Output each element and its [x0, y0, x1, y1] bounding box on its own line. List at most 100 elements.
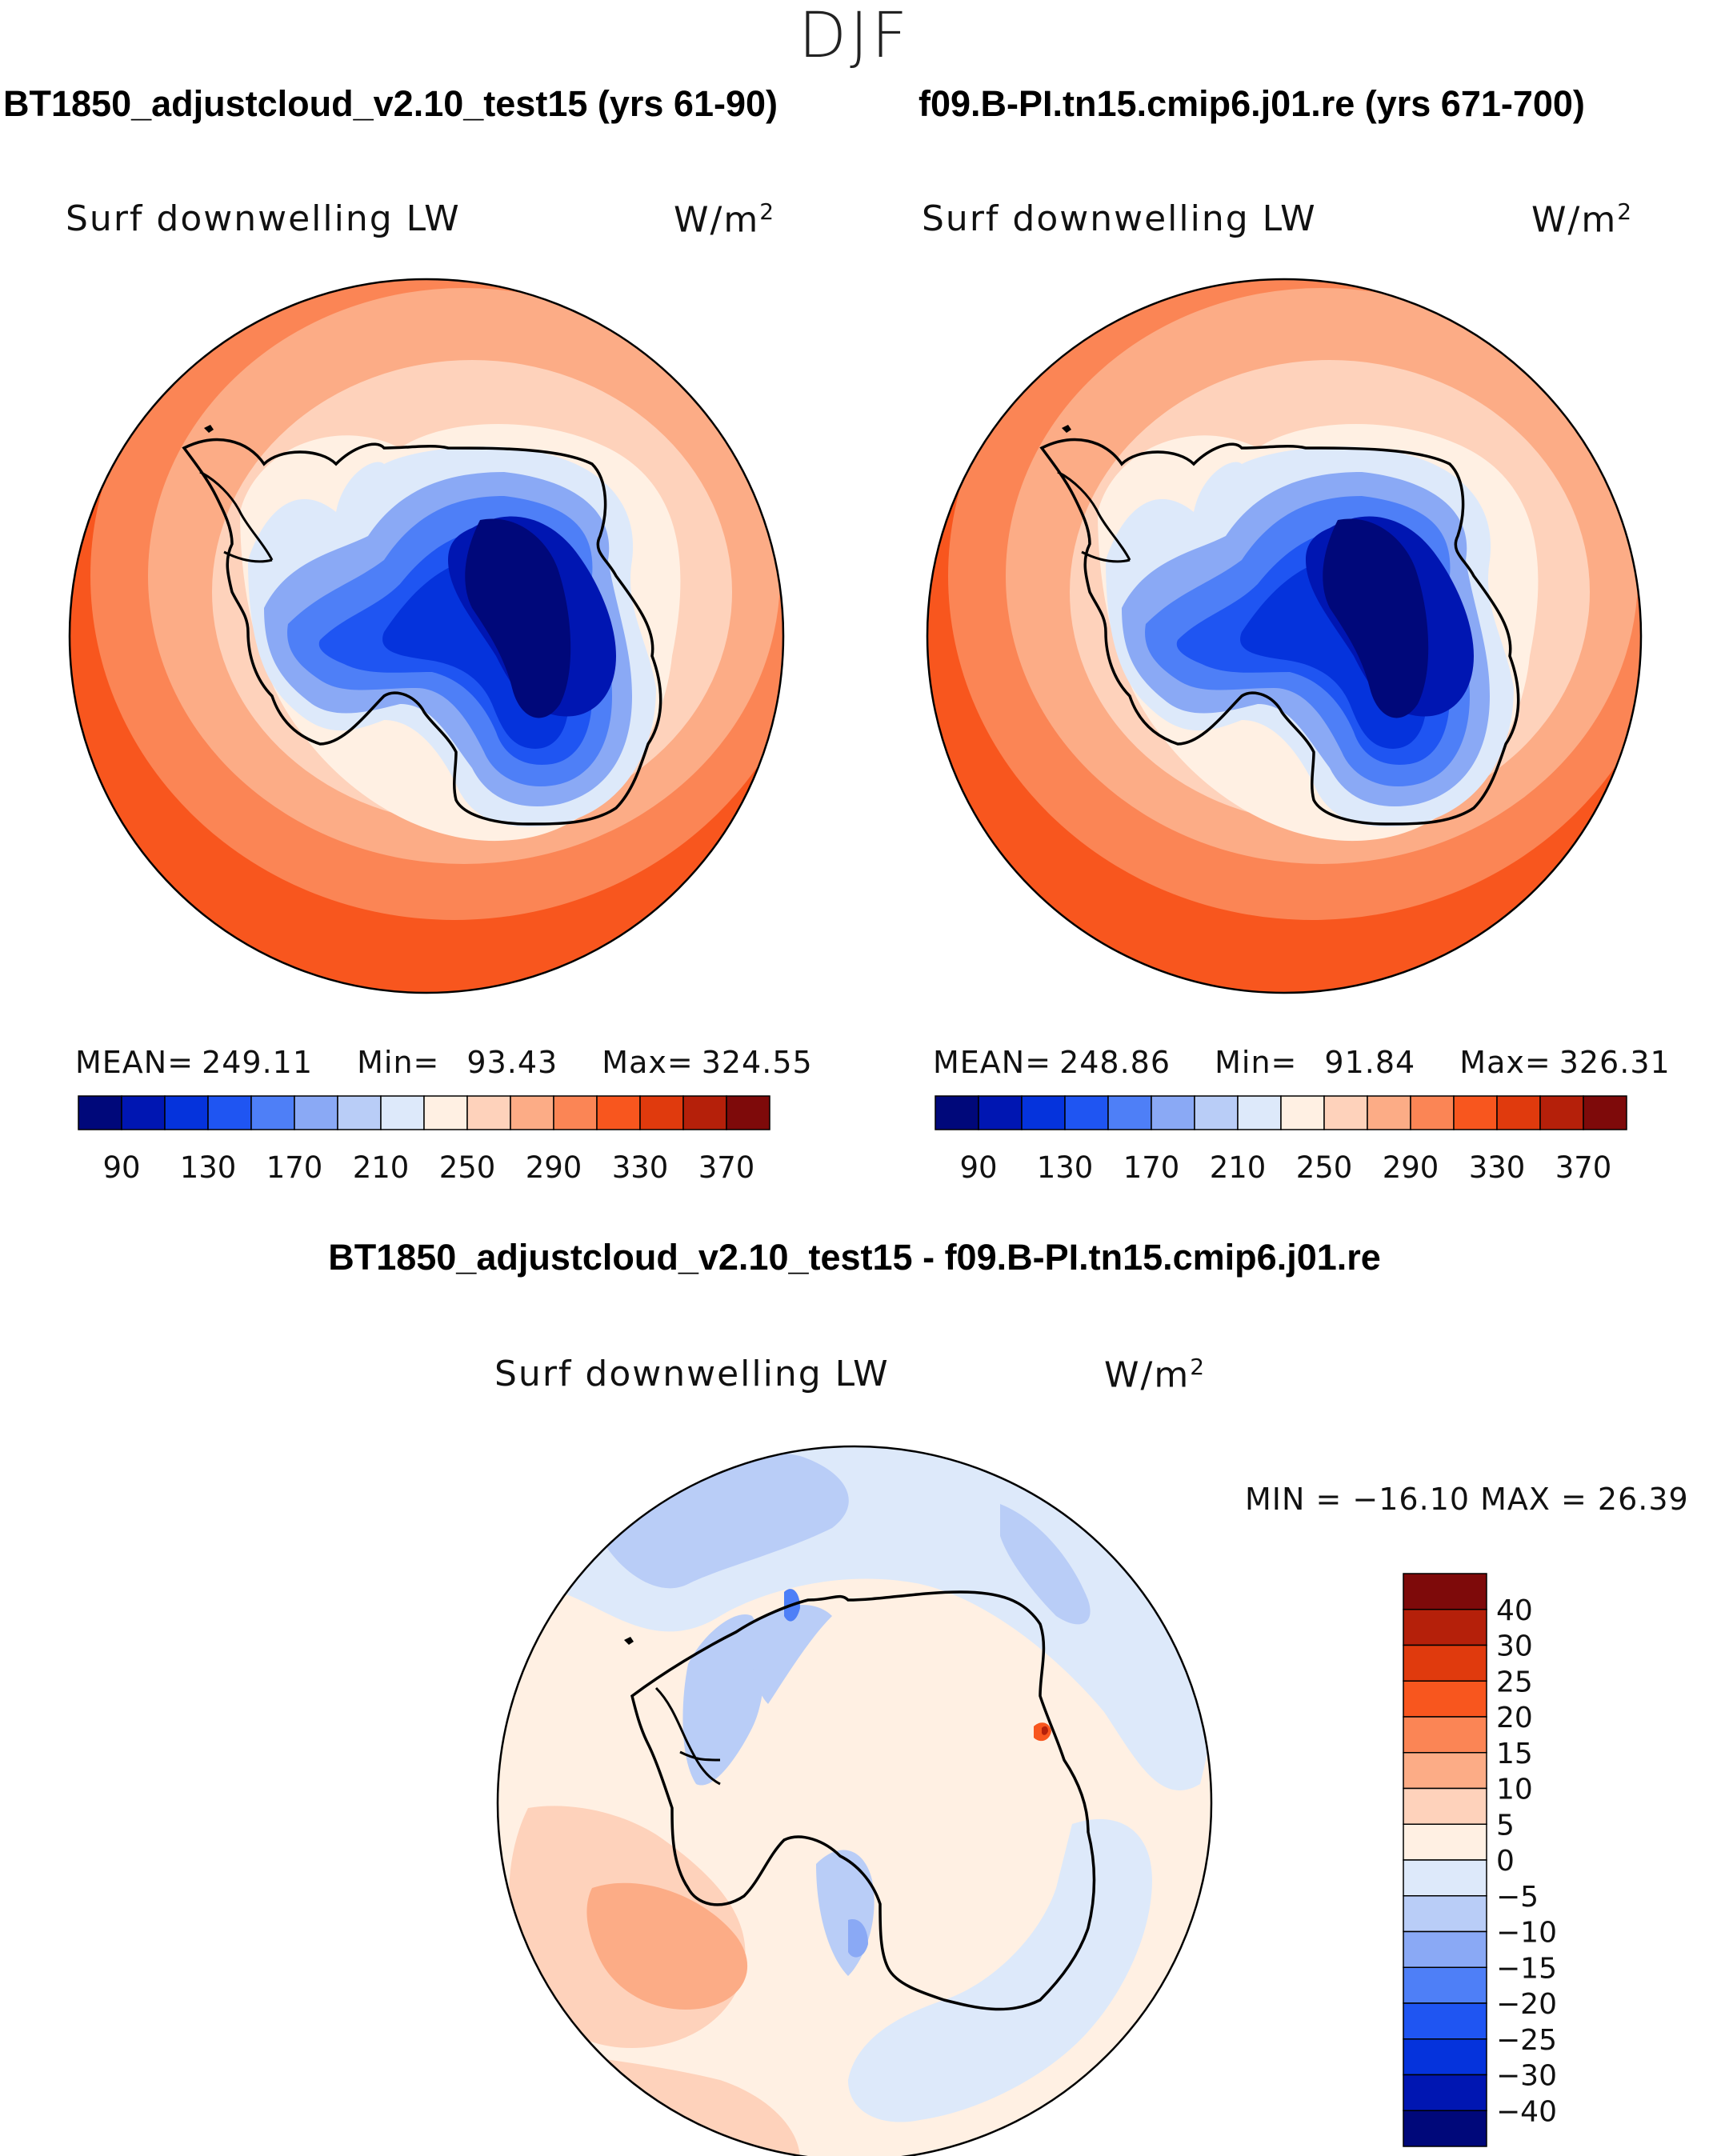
right-colorbar-tick-label: 130: [1037, 1150, 1094, 1185]
right-map: [926, 278, 1643, 994]
right-units: W/m2: [1531, 198, 1634, 241]
diff-colorbar-tick-label: −10: [1496, 1917, 1557, 1950]
right-colorbar-tick-label: 210: [1210, 1150, 1267, 1185]
diff-colorbar-tick-label: 30: [1496, 1630, 1533, 1663]
left-land-090: [465, 518, 571, 718]
left-colorbar-box-1: [121, 1095, 166, 1130]
right-land-090: [1323, 518, 1429, 718]
right-colorbar-box-12: [1453, 1095, 1498, 1130]
right-colorbar-box-13: [1496, 1095, 1541, 1130]
left-stats: MEAN= 249.11 Min= 93.43 Max= 324.55: [75, 1045, 846, 1080]
right-colorbar-box-8: [1280, 1095, 1325, 1130]
right-variable-label: Surf downwelling LW: [922, 198, 1317, 239]
right-mean-value: 248.86: [1059, 1045, 1171, 1080]
left-colorbar-box-9: [466, 1095, 511, 1130]
right-case-title: f09.B-PI.tn15.cmip6.j01.re (yrs 671-700): [919, 83, 1585, 124]
diff-colorbar-box-12: [1403, 2002, 1487, 2040]
diff-colorbar-box-8: [1403, 1859, 1487, 1897]
season-title: DJF: [798, 0, 911, 72]
left-max-label: Max=: [602, 1045, 694, 1080]
right-colorbar-box-6: [1194, 1095, 1239, 1130]
diff-map-border: [496, 1445, 1213, 2156]
left-mean-value: 249.11: [202, 1045, 314, 1080]
right-max-value: 326.31: [1559, 1045, 1671, 1080]
diff-colorbar-box-4: [1403, 1716, 1487, 1754]
left-colorbar-tick-label: 370: [698, 1150, 755, 1185]
left-map-border: [68, 278, 785, 994]
diff-peninsula-negative: [682, 1614, 764, 1786]
left-colorbar-box-8: [423, 1095, 468, 1130]
diff-colorbar-tick-label: −25: [1496, 2024, 1557, 2057]
left-min-label: Min=: [357, 1045, 440, 1080]
left-max-value: 324.55: [701, 1045, 813, 1080]
diff-colorbar-box-0: [1403, 1573, 1487, 1610]
right-colorbar: 90 130 170 210 250 290 330 370: [935, 1095, 1627, 1185]
diff-colorbar-box-10: [1403, 1930, 1487, 1968]
diff-ice-shelf-outline: [654, 1686, 721, 1786]
diff-colorbar-box-2: [1403, 1644, 1487, 1682]
diff-northeast-negative-5: [1000, 1504, 1091, 1625]
right-colorbar-box-0: [935, 1095, 979, 1130]
diff-colorbar-box-7: [1403, 1823, 1487, 1861]
left-colorbar-box-7: [380, 1095, 425, 1130]
diff-colorbar-box-6: [1403, 1787, 1487, 1825]
right-min-label: Min=: [1215, 1045, 1298, 1080]
right-map-border: [926, 278, 1643, 994]
left-colorbar-tick-label: 90: [102, 1150, 140, 1185]
diff-units: W/m2: [1104, 1354, 1207, 1396]
diff-colorbar-box-1: [1403, 1609, 1487, 1646]
diff-colorbar-tick-label: 15: [1496, 1738, 1533, 1770]
right-colorbar-box-7: [1237, 1095, 1282, 1130]
left-ice-shelf-outline: [199, 470, 274, 563]
right-colorbar-tick-label: 370: [1555, 1150, 1612, 1185]
left-colorbar-box-6: [337, 1095, 382, 1130]
diff-colorbar-box-5: [1403, 1752, 1487, 1790]
right-colorbar-box-2: [1021, 1095, 1066, 1130]
right-colorbar-tick-label: 90: [959, 1150, 997, 1185]
right-ice-shelf-outline: [1057, 470, 1131, 563]
diff-southwest-positive-10: [586, 1882, 748, 2010]
diff-variable-label: Surf downwelling LW: [494, 1354, 890, 1394]
diff-colorbar-tick-label: −30: [1496, 2060, 1557, 2093]
right-colorbar-box-5: [1151, 1095, 1195, 1130]
right-min-value: 91.84: [1324, 1045, 1416, 1080]
diff-minmax: MIN = −16.10 MAX = 26.39: [1245, 1482, 1689, 1517]
diff-colorbar-box-13: [1403, 2038, 1487, 2076]
left-colorbar-box-11: [553, 1095, 598, 1130]
left-colorbar-tick-label: 330: [612, 1150, 669, 1185]
right-colorbar-box-9: [1323, 1095, 1368, 1130]
right-antarctica-coast: [1039, 438, 1520, 826]
right-colorbar-tick-label: 250: [1296, 1150, 1353, 1185]
diff-colorbar-tick-label: 0: [1496, 1845, 1515, 1878]
diff-colorbar-box-11: [1403, 1966, 1487, 2004]
right-colorbar-box-3: [1064, 1095, 1109, 1130]
left-colorbar-tick-label: 210: [353, 1150, 410, 1185]
left-colorbar-box-12: [596, 1095, 641, 1130]
diff-weddell-negative: [750, 1605, 832, 1704]
diff-colorbar-tick-label: 5: [1496, 1809, 1515, 1842]
right-mean-label: MEAN=: [933, 1045, 1052, 1080]
left-case-title: BT1850_adjustcloud_v2.10_test15 (yrs 61-…: [3, 83, 778, 124]
diff-title: BT1850_adjustcloud_v2.10_test15 - f09.B-…: [328, 1237, 1381, 1278]
diff-colorbar-tick-label: −15: [1496, 1952, 1557, 1985]
left-antarctica-coast: [182, 438, 662, 826]
left-colorbar-box-3: [207, 1095, 252, 1130]
diff-colorbar-box-3: [1403, 1680, 1487, 1718]
right-colorbar-box-4: [1107, 1095, 1152, 1130]
left-colorbar-box-13: [639, 1095, 684, 1130]
right-colorbar-tick-label: 170: [1123, 1150, 1180, 1185]
diff-southeast-negative: [848, 1818, 1152, 2122]
left-colorbar-box-0: [78, 1095, 122, 1130]
left-min-value: 93.43: [466, 1045, 558, 1080]
diff-colorbar-tick-label: −20: [1496, 1988, 1557, 2021]
right-stats: MEAN= 248.86 Min= 91.84 Max= 326.31: [933, 1045, 1704, 1080]
diff-ross-negative-10: [848, 1919, 868, 1958]
right-colorbar-box-1: [978, 1095, 1023, 1130]
left-colorbar-box-15: [726, 1095, 770, 1130]
right-colorbar-box-11: [1410, 1095, 1455, 1130]
right-colorbar-tick-label: 290: [1383, 1150, 1439, 1185]
diff-colorbar-tick-label: −5: [1496, 1881, 1539, 1914]
left-colorbar-box-5: [294, 1095, 338, 1130]
